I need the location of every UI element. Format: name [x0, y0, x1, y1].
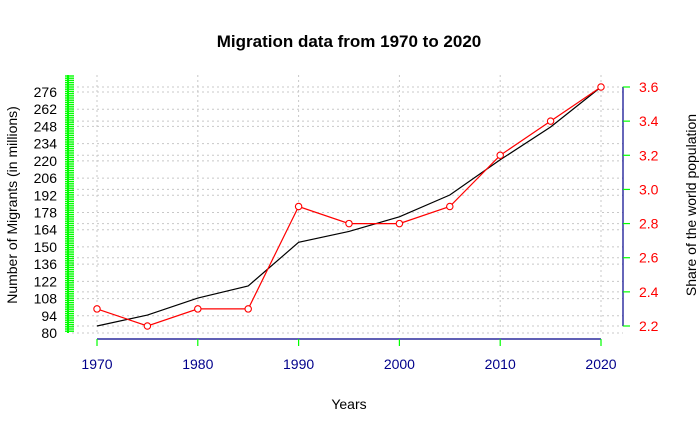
share-point-1985	[244, 305, 252, 313]
left-tick-label-178: 178	[34, 205, 58, 221]
x-tick-label-1990: 1990	[283, 356, 314, 372]
share-point-2020	[597, 83, 605, 91]
share-point-1990	[294, 202, 303, 211]
left-y-axis-title: Number of Migrants (in millions)	[4, 106, 20, 304]
share-point-2000	[395, 219, 404, 228]
left-tick-label-262: 262	[34, 101, 58, 117]
left-tick-label-192: 192	[34, 187, 58, 203]
share-point-1975	[143, 322, 152, 330]
x-axis: 1970 1980 1990 2000 2010 2020	[81, 338, 617, 372]
x-axis-title: Years	[331, 396, 366, 412]
series-group	[93, 83, 605, 330]
right-tick-label-2.2: 2.2	[639, 318, 659, 334]
x-tick-label-1970: 1970	[81, 356, 112, 372]
share-point-1970	[93, 305, 101, 313]
x-tick-label-1980: 1980	[182, 356, 213, 372]
left-tick-label-122: 122	[34, 273, 58, 289]
left-tick-label-206: 206	[34, 170, 58, 186]
left-tick-label-150: 150	[34, 239, 58, 255]
right-y-axis: 2.2 2.4 2.6 2.8 3.0 3.2 3.4 3.6	[622, 79, 659, 334]
right-tick-label-3.6: 3.6	[639, 79, 659, 95]
series-share-line	[96, 86, 602, 327]
right-tick-label-2.6: 2.6	[639, 250, 659, 266]
x-tick-label-2010: 2010	[485, 356, 516, 372]
right-tick-label-2.8: 2.8	[639, 216, 659, 232]
series-migrants-line	[96, 86, 602, 327]
grid-lines	[72, 75, 623, 334]
left-tick-label-234: 234	[34, 136, 58, 152]
share-point-1980	[194, 305, 202, 313]
right-y-axis-title: Share of the world population	[683, 114, 699, 296]
chart-title: Migration data from 1970 to 2020	[217, 32, 482, 51]
left-tick-label-80: 80	[41, 325, 57, 341]
x-tick-label-2020: 2020	[585, 356, 616, 372]
left-tick-label-108: 108	[34, 291, 58, 307]
right-tick-label-3.2: 3.2	[639, 147, 659, 163]
left-tick-label-164: 164	[34, 222, 58, 238]
left-tick-label-220: 220	[34, 153, 58, 169]
right-tick-label-2.4: 2.4	[639, 284, 659, 300]
right-tick-label-3.4: 3.4	[639, 113, 659, 129]
left-tick-label-136: 136	[34, 256, 58, 272]
share-point-1995	[345, 219, 353, 228]
share-point-2010	[496, 151, 504, 160]
share-point-2005	[446, 202, 454, 211]
left-tick-label-94: 94	[41, 308, 57, 324]
right-tick-label-3.0: 3.0	[639, 181, 659, 197]
x-tick-label-2000: 2000	[384, 356, 415, 372]
left-tick-label-276: 276	[34, 84, 58, 100]
left-tick-label-248: 248	[34, 118, 58, 134]
share-point-2015	[546, 117, 555, 125]
